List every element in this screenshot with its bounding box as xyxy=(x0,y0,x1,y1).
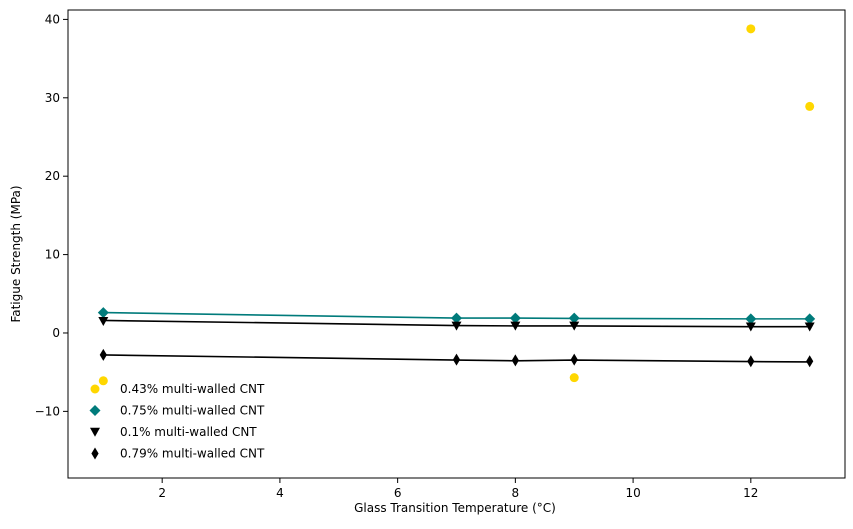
fit-line-series-4 xyxy=(103,354,810,363)
y-tick-label: 10 xyxy=(45,248,60,262)
x-tick-label: 8 xyxy=(512,486,520,500)
data-point-series-3 xyxy=(98,316,109,326)
data-point-series-3 xyxy=(510,321,521,331)
data-point-series-2 xyxy=(568,312,580,324)
y-tick-label: 30 xyxy=(45,91,60,105)
x-axis-title: Glass Transition Temperature (°C) xyxy=(354,501,556,515)
data-point-series-1 xyxy=(569,373,579,383)
data-point-series-4 xyxy=(570,353,578,366)
data-point-series-3 xyxy=(804,322,815,332)
data-point-series-3 xyxy=(451,321,462,331)
x-tick-label: 2 xyxy=(158,486,166,500)
data-point-series-2 xyxy=(745,313,757,325)
x-tick-label: 12 xyxy=(743,486,758,500)
data-point-series-1 xyxy=(805,101,815,111)
data-point-series-3 xyxy=(745,322,756,332)
legend-marker-series-2 xyxy=(89,405,101,416)
legend-label-series-1: 0.43% multi-walled CNT xyxy=(120,382,265,396)
fit-line-series-3 xyxy=(103,319,810,328)
fit-line-series-2 xyxy=(103,311,810,320)
data-point-series-4 xyxy=(452,353,461,366)
legend-label-series-3: 0.1% multi-walled CNT xyxy=(120,425,257,439)
legend-label-series-4: 0.79% multi-walled CNT xyxy=(120,447,265,461)
y-tick-label: 40 xyxy=(45,12,60,26)
legend: 0.43% multi-walled CNT 0.75% multi-walled… xyxy=(89,382,265,461)
x-tick-label: 10 xyxy=(625,486,640,500)
data-point-series-4 xyxy=(747,355,755,368)
fit-lines xyxy=(103,311,810,363)
axes: 2 4 6 8 10 12 −10 0 10 20 30 40 xyxy=(35,9,846,500)
data-point-series-3 xyxy=(569,321,580,331)
data-points xyxy=(97,24,816,386)
x-tick-label: 6 xyxy=(394,486,402,500)
legend-label-series-2: 0.75% multi-walled CNT xyxy=(120,404,265,418)
data-point-series-1 xyxy=(98,376,108,386)
data-point-series-4 xyxy=(99,348,107,361)
y-tick-label: 20 xyxy=(45,169,60,183)
y-tick-label: −10 xyxy=(35,404,60,418)
data-point-series-2 xyxy=(509,312,521,324)
data-point-series-4 xyxy=(511,354,519,367)
y-axis-title: Fatigue Strength (MPa) xyxy=(9,185,23,322)
data-point-series-1 xyxy=(746,24,756,34)
data-point-series-2 xyxy=(97,307,109,319)
data-point-series-4 xyxy=(806,355,814,368)
legend-marker-series-3 xyxy=(90,427,100,437)
y-tick-label: 0 xyxy=(52,326,60,340)
legend-marker-series-4 xyxy=(91,447,99,460)
x-tick-label: 4 xyxy=(276,486,284,500)
data-point-series-2 xyxy=(451,312,462,324)
data-point-series-2 xyxy=(804,313,816,325)
plot-frame xyxy=(67,9,846,479)
legend-marker-series-1 xyxy=(90,384,100,394)
